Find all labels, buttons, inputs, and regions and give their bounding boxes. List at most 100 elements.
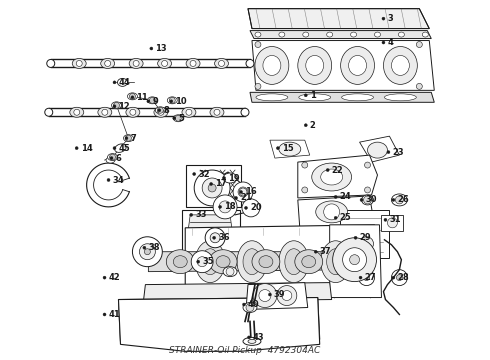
Polygon shape: [298, 196, 374, 228]
Circle shape: [202, 178, 222, 198]
Text: 44: 44: [119, 78, 130, 87]
Ellipse shape: [209, 250, 237, 274]
Text: 12: 12: [119, 102, 130, 111]
Circle shape: [145, 249, 150, 255]
Ellipse shape: [155, 107, 165, 114]
Circle shape: [242, 199, 260, 217]
Ellipse shape: [126, 107, 140, 117]
Ellipse shape: [173, 256, 187, 268]
Circle shape: [282, 291, 292, 301]
Ellipse shape: [214, 109, 220, 115]
Ellipse shape: [123, 135, 133, 141]
Ellipse shape: [105, 60, 111, 67]
Circle shape: [326, 168, 329, 171]
Text: 1: 1: [310, 91, 316, 100]
Text: 20: 20: [250, 203, 262, 212]
Text: 3: 3: [388, 14, 393, 23]
Ellipse shape: [162, 60, 168, 67]
Circle shape: [302, 187, 308, 193]
Polygon shape: [330, 225, 382, 298]
Ellipse shape: [74, 109, 80, 115]
Circle shape: [75, 147, 78, 150]
Circle shape: [334, 195, 337, 198]
Polygon shape: [246, 283, 308, 310]
Circle shape: [191, 251, 213, 273]
Ellipse shape: [241, 108, 249, 116]
Circle shape: [226, 268, 234, 276]
Circle shape: [276, 147, 279, 150]
Ellipse shape: [173, 115, 183, 122]
Circle shape: [103, 276, 106, 279]
Ellipse shape: [216, 256, 230, 268]
Circle shape: [208, 184, 216, 192]
Ellipse shape: [237, 241, 267, 283]
Circle shape: [158, 109, 161, 112]
Ellipse shape: [374, 32, 380, 37]
Ellipse shape: [327, 249, 344, 275]
Circle shape: [354, 236, 357, 239]
Ellipse shape: [154, 107, 168, 117]
Ellipse shape: [106, 157, 115, 163]
Circle shape: [205, 228, 225, 248]
Ellipse shape: [210, 107, 224, 117]
Text: 26: 26: [397, 195, 409, 204]
Circle shape: [255, 41, 261, 48]
Circle shape: [343, 248, 367, 272]
Text: 32: 32: [198, 170, 210, 179]
Circle shape: [210, 233, 220, 243]
Bar: [340, 210, 390, 258]
Ellipse shape: [129, 58, 143, 68]
Text: 39: 39: [274, 290, 285, 299]
Ellipse shape: [384, 46, 417, 84]
Ellipse shape: [101, 58, 115, 68]
Circle shape: [143, 246, 146, 249]
Ellipse shape: [219, 60, 224, 67]
Text: 21: 21: [240, 193, 252, 202]
Text: 2: 2: [310, 121, 316, 130]
Circle shape: [255, 84, 261, 89]
Circle shape: [149, 97, 155, 103]
Circle shape: [169, 97, 175, 103]
Circle shape: [333, 238, 376, 282]
Circle shape: [213, 236, 216, 239]
Text: 7: 7: [130, 134, 136, 143]
Circle shape: [365, 187, 370, 193]
Circle shape: [235, 197, 238, 199]
Ellipse shape: [158, 109, 164, 115]
Ellipse shape: [321, 169, 343, 185]
Ellipse shape: [392, 55, 409, 75]
Ellipse shape: [252, 250, 280, 274]
Circle shape: [131, 96, 134, 99]
Ellipse shape: [348, 55, 367, 75]
Circle shape: [233, 182, 253, 202]
Ellipse shape: [321, 241, 350, 283]
Ellipse shape: [47, 59, 55, 67]
Text: 22: 22: [332, 166, 343, 175]
Ellipse shape: [342, 94, 373, 101]
Polygon shape: [119, 298, 319, 341]
Ellipse shape: [98, 107, 112, 117]
Circle shape: [110, 157, 113, 159]
Text: 37: 37: [319, 247, 331, 256]
Ellipse shape: [263, 55, 281, 75]
Circle shape: [302, 162, 308, 168]
Ellipse shape: [215, 58, 228, 68]
Circle shape: [219, 206, 221, 208]
Text: 8: 8: [163, 106, 169, 115]
Ellipse shape: [246, 59, 254, 67]
Circle shape: [277, 285, 297, 306]
Circle shape: [416, 41, 422, 48]
Circle shape: [304, 124, 307, 127]
Ellipse shape: [107, 154, 118, 161]
Circle shape: [193, 172, 196, 176]
Circle shape: [359, 270, 374, 285]
Ellipse shape: [182, 107, 196, 117]
Polygon shape: [185, 225, 379, 298]
Ellipse shape: [302, 256, 316, 268]
Ellipse shape: [166, 250, 194, 274]
Circle shape: [113, 147, 116, 150]
Text: 16: 16: [245, 188, 257, 197]
Polygon shape: [252, 41, 434, 90]
Ellipse shape: [362, 195, 373, 205]
Circle shape: [387, 150, 390, 154]
